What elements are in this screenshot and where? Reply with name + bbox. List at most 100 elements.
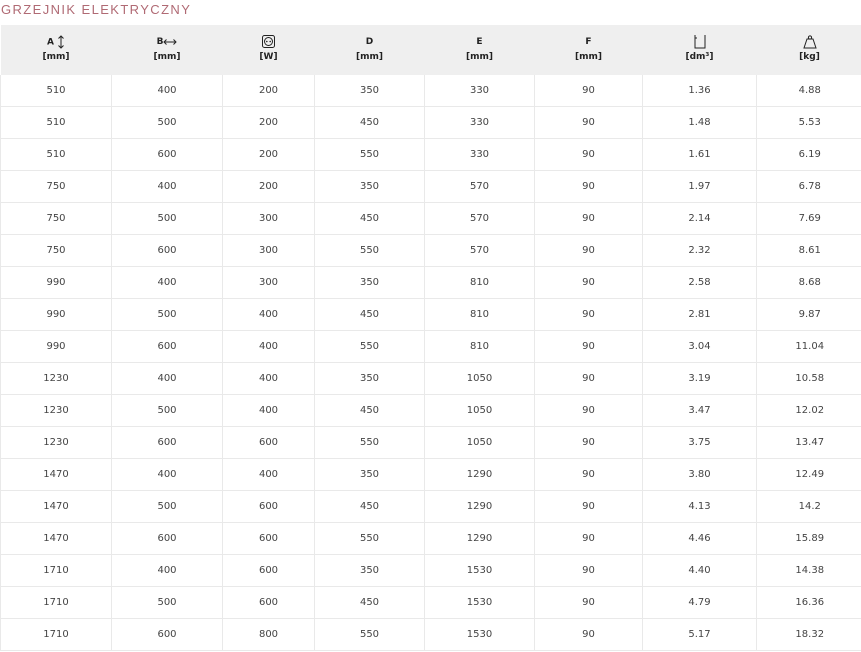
table-cell: 90 [534, 490, 643, 523]
table-cell: 90 [534, 394, 643, 427]
table-cell: 15.89 [756, 522, 861, 555]
table-cell: 90 [534, 75, 643, 107]
spec-table: A [mm] B [mm] [W] D [mm] E [mm] F [mm] [dm³… [0, 25, 861, 651]
table-cell: 570 [424, 234, 535, 267]
table-cell: 8.61 [756, 234, 861, 267]
table-cell: 400 [222, 458, 315, 491]
table-row: 750 400 200 350 570 90 1.97 6.78 [0, 170, 861, 203]
table-cell: 330 [424, 138, 535, 171]
table-cell: 600 [111, 618, 223, 651]
table-cell: 200 [222, 106, 315, 139]
table-cell: 90 [534, 458, 643, 491]
table-cell: 570 [424, 170, 535, 203]
table-cell: 510 [0, 138, 112, 171]
table-cell: 1050 [424, 362, 535, 395]
table-cell: 550 [314, 522, 425, 555]
table-cell: 10.58 [756, 362, 861, 395]
table-cell: 16.36 [756, 586, 861, 619]
table-cell: 90 [534, 202, 643, 235]
table-cell: 1050 [424, 394, 535, 427]
table-cell: 8.68 [756, 266, 861, 299]
table-cell: 350 [314, 554, 425, 587]
header-unit: [mm] [356, 52, 383, 62]
table-cell: 14.2 [756, 490, 861, 523]
table-cell: 600 [111, 522, 223, 555]
table-cell: 500 [111, 394, 223, 427]
table-cell: 400 [222, 394, 315, 427]
table-cell: 5.53 [756, 106, 861, 139]
table-cell: 6.78 [756, 170, 861, 203]
table-cell: 450 [314, 298, 425, 331]
table-cell: 1.97 [642, 170, 757, 203]
table-cell: 330 [424, 75, 535, 107]
table-cell: 1290 [424, 522, 535, 555]
table-cell: 1050 [424, 426, 535, 459]
table-cell: 1470 [0, 490, 112, 523]
table-cell: 990 [0, 266, 112, 299]
table-cell: 510 [0, 106, 112, 139]
table-row: 1230 600 600 550 1050 90 3.75 13.47 [0, 426, 861, 459]
table-cell: 500 [111, 202, 223, 235]
table-cell: 90 [534, 586, 643, 619]
table-cell: 800 [222, 618, 315, 651]
table-cell: 90 [534, 554, 643, 587]
table-cell: 750 [0, 170, 112, 203]
header-unit: [dm³] [685, 52, 714, 63]
table-cell: 450 [314, 586, 425, 619]
table-row: 750 500 300 450 570 90 2.14 7.69 [0, 202, 861, 235]
table-cell: 600 [222, 522, 315, 555]
table-cell: 600 [111, 330, 223, 363]
table-cell: 90 [534, 234, 643, 267]
table-row: 1710 400 600 350 1530 90 4.40 14.38 [0, 554, 861, 587]
header-label: D [365, 37, 374, 47]
table-cell: 1230 [0, 362, 112, 395]
table-row: 990 400 300 350 810 90 2.58 8.68 [0, 266, 861, 299]
table-cell: 450 [314, 490, 425, 523]
volume-container-icon [694, 34, 705, 49]
table-cell: 3.80 [642, 458, 757, 491]
table-cell: 600 [111, 138, 223, 171]
table-cell: 550 [314, 330, 425, 363]
table-cell: 4.79 [642, 586, 757, 619]
table-cell: 1710 [0, 586, 112, 619]
table-cell: 1470 [0, 458, 112, 491]
table-cell: 350 [314, 266, 425, 299]
table-cell: 500 [111, 106, 223, 139]
page-title: GRZEJNIK ELEKTRYCZNY [1, 2, 192, 17]
table-row: 1470 400 400 350 1290 90 3.80 12.49 [0, 458, 861, 491]
table-cell: 450 [314, 106, 425, 139]
table-cell: 90 [534, 106, 643, 139]
table-cell: 1710 [0, 554, 112, 587]
table-cell: 3.04 [642, 330, 757, 363]
table-cell: 550 [314, 426, 425, 459]
table-cell: 3.75 [642, 426, 757, 459]
header-label: F [585, 37, 592, 47]
table-cell: 2.32 [642, 234, 757, 267]
table-cell: 1.36 [642, 75, 757, 107]
table-cell: 750 [0, 234, 112, 267]
table-cell: 600 [111, 426, 223, 459]
table-cell: 3.47 [642, 394, 757, 427]
table-row: 1470 600 600 550 1290 90 4.46 15.89 [0, 522, 861, 555]
header-label: B [156, 37, 164, 47]
table-cell: 400 [111, 266, 223, 299]
table-cell: 810 [424, 330, 535, 363]
table-cell: 990 [0, 298, 112, 331]
table-cell: 300 [222, 266, 315, 299]
table-cell: 750 [0, 202, 112, 235]
table-cell: 1530 [424, 586, 535, 619]
table-cell: 14.38 [756, 554, 861, 587]
table-cell: 2.58 [642, 266, 757, 299]
table-row: 990 500 400 450 810 90 2.81 9.87 [0, 298, 861, 331]
header-a: A [mm] [0, 25, 112, 75]
table-row: 510 600 200 550 330 90 1.61 6.19 [0, 138, 861, 171]
header-e: E [mm] [424, 25, 535, 75]
table-cell: 400 [222, 298, 315, 331]
table-cell: 400 [222, 362, 315, 395]
table-cell: 990 [0, 330, 112, 363]
table-cell: 550 [314, 234, 425, 267]
table-row: 750 600 300 550 570 90 2.32 8.61 [0, 234, 861, 267]
table-cell: 90 [534, 138, 643, 171]
table-cell: 90 [534, 298, 643, 331]
table-cell: 600 [222, 586, 315, 619]
